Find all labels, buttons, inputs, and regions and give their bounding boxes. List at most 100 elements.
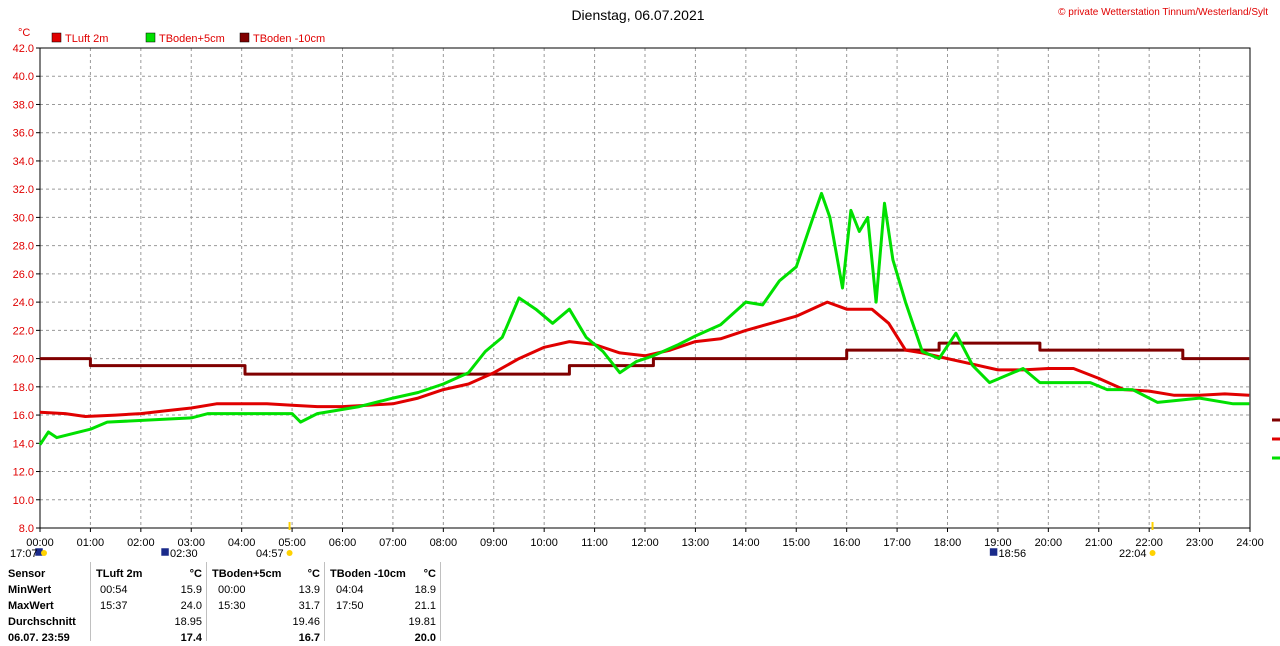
astro-markers: 17:07 02:30 04:57 18:56 22:04 bbox=[10, 522, 1156, 560]
legend-label: TBoden+5cm bbox=[159, 33, 225, 45]
stats-max-time: 15:30 bbox=[218, 600, 246, 612]
stats-col-unit: °C bbox=[307, 568, 320, 580]
stats-col-name: TBoden -10cm bbox=[330, 568, 406, 580]
stats-column-tluft: TLuft 2m °C 00:54 15.9 15:37 24.0 18.95 17.… bbox=[90, 562, 206, 644]
astro-label: 18:56 bbox=[999, 548, 1027, 560]
x-tick-label: 09:00 bbox=[480, 537, 508, 549]
moon-indicator-icon bbox=[41, 550, 47, 556]
x-tick-label: 17:00 bbox=[883, 537, 911, 549]
stats-min-value: 13.9 bbox=[298, 584, 320, 596]
legend-swatch bbox=[51, 32, 62, 43]
statistics-table: Sensor MinWert MaxWert Durchschnitt 06.0… bbox=[0, 562, 442, 644]
sunrise-icon bbox=[286, 550, 293, 556]
y-axis: 8.0 10.0 12.0 14.0 16.0 18.0 20.0 22.0 24.0 26.0 2… bbox=[13, 43, 40, 535]
stats-max-time: 15:37 bbox=[100, 600, 128, 612]
y-tick-label: 30.0 bbox=[13, 212, 34, 224]
legend-swatch bbox=[239, 32, 250, 43]
x-tick-label: 10:00 bbox=[530, 537, 558, 549]
y-tick-label: 28.0 bbox=[13, 241, 34, 253]
stats-avg-value: 18.95 bbox=[174, 616, 202, 628]
sunset-icon bbox=[1149, 550, 1156, 556]
x-tick-label: 03:00 bbox=[177, 537, 205, 549]
stats-max-value: 24.0 bbox=[180, 600, 202, 612]
x-tick-label: 23:00 bbox=[1186, 537, 1214, 549]
stats-current-value: 17.4 bbox=[180, 632, 202, 644]
y-tick-label: 20.0 bbox=[13, 354, 34, 366]
stats-min-time: 00:00 bbox=[218, 584, 246, 596]
right-edge-markers bbox=[1272, 418, 1280, 460]
legend: TLuft 2m TBoden+5cm TBoden -10cm bbox=[51, 32, 325, 45]
y-tick-label: 26.0 bbox=[13, 269, 34, 281]
x-tick-label: 18:00 bbox=[934, 537, 962, 549]
stats-min-time: 04:04 bbox=[336, 584, 364, 596]
stats-column-tboden5: TBoden+5cm °C 00:00 13.9 15:30 31.7 19.46 1… bbox=[206, 562, 324, 644]
stats-current-value: 20.0 bbox=[414, 632, 436, 644]
stats-sensor-header: Sensor bbox=[8, 568, 46, 580]
series-lines bbox=[38, 191, 1250, 446]
stats-col-name: TBoden+5cm bbox=[212, 568, 282, 580]
stats-max-time: 17:50 bbox=[336, 600, 364, 612]
astro-label: 02:30 bbox=[170, 548, 198, 560]
stats-column-tboden10: TBoden -10cm °C 04:04 18.9 17:50 21.1 19.81… bbox=[324, 562, 440, 644]
y-tick-label: 8.0 bbox=[19, 523, 34, 535]
moon-icon bbox=[989, 547, 998, 557]
stats-row-label-avg: Durchschnitt bbox=[8, 616, 76, 628]
x-tick-label: 00:00 bbox=[26, 537, 54, 549]
stats-row-label-min: MinWert bbox=[8, 584, 52, 596]
x-tick-label: 24:00 bbox=[1236, 537, 1264, 549]
astro-label: 17:07 bbox=[10, 548, 38, 560]
y-tick-label: 12.0 bbox=[13, 467, 34, 479]
x-tick-label: 15:00 bbox=[782, 537, 810, 549]
y-tick-label: 24.0 bbox=[13, 297, 34, 309]
x-tick-label: 01:00 bbox=[77, 537, 105, 549]
x-tick-label: 04:00 bbox=[228, 537, 256, 549]
stats-avg-value: 19.46 bbox=[292, 616, 320, 628]
y-tick-label: 10.0 bbox=[13, 495, 34, 507]
chart-title: Dienstag, 06.07.2021 bbox=[571, 7, 704, 23]
y-tick-label: 38.0 bbox=[13, 99, 34, 111]
x-tick-label: 22:00 bbox=[1135, 537, 1163, 549]
x-tick-label: 13:00 bbox=[682, 537, 710, 549]
temperature-chart: Dienstag, 06.07.2021 © private Wettersta… bbox=[10, 7, 1280, 560]
legend-label: TLuft 2m bbox=[65, 33, 108, 45]
series-line bbox=[38, 191, 1250, 446]
x-tick-label: 08:00 bbox=[430, 537, 458, 549]
y-tick-label: 40.0 bbox=[13, 71, 34, 83]
stats-row-label-max: MaxWert bbox=[8, 600, 54, 612]
x-tick-label: 12:00 bbox=[631, 537, 659, 549]
series-line bbox=[40, 341, 1250, 376]
copyright-notice: © private Wetterstation Tinnum/Westerlan… bbox=[1058, 7, 1268, 18]
stats-current-value: 16.7 bbox=[298, 632, 320, 644]
x-tick-label: 20:00 bbox=[1035, 537, 1063, 549]
x-tick-label: 19:00 bbox=[984, 537, 1012, 549]
y-tick-label: 32.0 bbox=[13, 184, 34, 196]
stats-min-time: 00:54 bbox=[100, 584, 128, 596]
x-tick-label: 21:00 bbox=[1085, 537, 1113, 549]
legend-label: TBoden -10cm bbox=[253, 33, 325, 45]
y-unit-label: °C bbox=[18, 27, 30, 39]
legend-swatch bbox=[145, 32, 156, 43]
x-tick-label: 14:00 bbox=[732, 537, 760, 549]
y-tick-label: 34.0 bbox=[13, 156, 34, 168]
x-tick-label: 06:00 bbox=[329, 537, 357, 549]
y-tick-label: 16.0 bbox=[13, 410, 34, 422]
x-tick-label: 11:00 bbox=[581, 537, 608, 549]
grid bbox=[40, 48, 1250, 528]
stats-col-name: TLuft 2m bbox=[96, 568, 143, 580]
stats-col-unit: °C bbox=[423, 568, 436, 580]
stats-min-value: 18.9 bbox=[414, 584, 436, 596]
x-axis: 00:00 01:00 02:00 03:00 04:00 05:00 06:00 07:00… bbox=[26, 528, 1264, 549]
x-tick-label: 07:00 bbox=[379, 537, 407, 549]
stats-col-unit: °C bbox=[189, 568, 202, 580]
x-tick-label: 02:00 bbox=[127, 537, 155, 549]
astro-label: 22:04 bbox=[1119, 548, 1147, 560]
x-tick-label: 16:00 bbox=[833, 537, 861, 549]
y-tick-label: 36.0 bbox=[13, 128, 34, 140]
y-tick-label: 22.0 bbox=[13, 325, 34, 337]
moon-icon bbox=[160, 547, 170, 557]
stats-max-value: 31.7 bbox=[298, 600, 320, 612]
x-tick-label: 05:00 bbox=[278, 537, 306, 549]
stats-avg-value: 19.81 bbox=[408, 616, 436, 628]
stats-label-column: Sensor MinWert MaxWert Durchschnitt 06.0… bbox=[0, 562, 90, 644]
y-tick-label: 42.0 bbox=[13, 43, 34, 55]
